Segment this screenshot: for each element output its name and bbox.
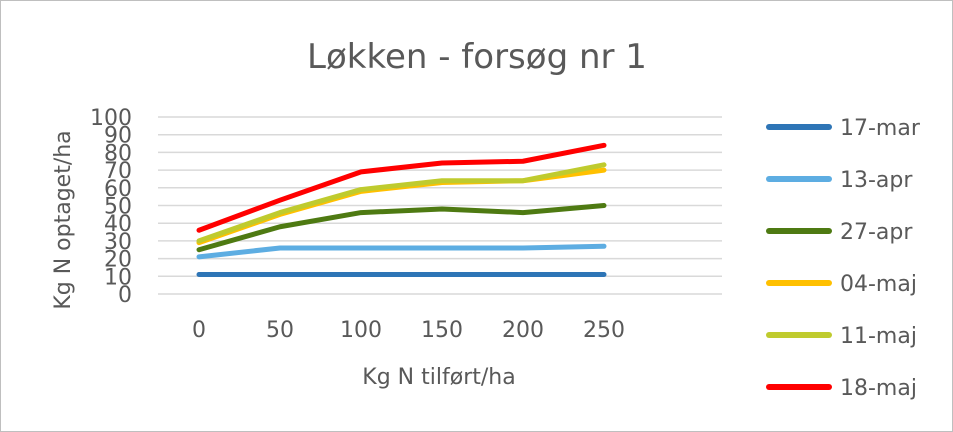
x-axis-ticks: 0 50 100 150 200 250 [192,318,625,343]
series-line-18-maj [196,142,607,233]
legend-item-17-mar: 17-mar [766,116,921,141]
y-tick-label: 70 [104,159,132,184]
legend-label: 18-maj [840,376,917,401]
x-tick-label: 100 [340,318,382,343]
y-axis-label: Kg N optaget/ha [51,130,76,309]
legend-label: 27-apr [840,220,913,245]
legend: 17-mar 13-apr 27-apr 04-maj 11-maj 18-maj [766,116,921,401]
legend-label: 11-maj [840,324,917,349]
x-tick-label: 50 [266,318,294,343]
legend-item-18-maj: 18-maj [766,376,917,401]
series-lines [196,142,607,278]
legend-label: 13-apr [840,168,913,193]
y-tick-label: 90 [104,124,132,149]
y-tick-label: 20 [104,248,132,273]
y-tick-label: 80 [104,141,132,166]
series-line-11-maj [196,162,607,244]
x-tick-label: 250 [583,318,625,343]
legend-item-13-apr: 13-apr [766,168,913,193]
y-tick-label: 100 [90,106,132,131]
y-tick-label: 30 [104,230,132,255]
y-tick-label: 60 [104,177,132,202]
legend-label: 04-maj [840,272,917,297]
x-tick-label: 200 [502,318,544,343]
chart-title: Løkken - forsøg nr 1 [307,37,647,77]
y-tick-label: 50 [104,195,132,220]
series-line-27-apr [196,203,607,253]
gridlines [158,116,722,295]
legend-item-04-maj: 04-maj [766,272,917,297]
x-axis-label: Kg N tilført/ha [362,365,515,390]
legend-item-11-maj: 11-maj [766,324,917,349]
legend-label: 17-mar [840,116,921,141]
y-tick-label: 0 [118,283,132,308]
x-tick-label: 0 [192,318,206,343]
legend-item-27-apr: 27-apr [766,220,913,245]
series-line-13-apr [196,243,607,260]
y-tick-label: 10 [104,265,132,290]
y-tick-label: 40 [104,212,132,237]
x-tick-label: 150 [421,318,463,343]
